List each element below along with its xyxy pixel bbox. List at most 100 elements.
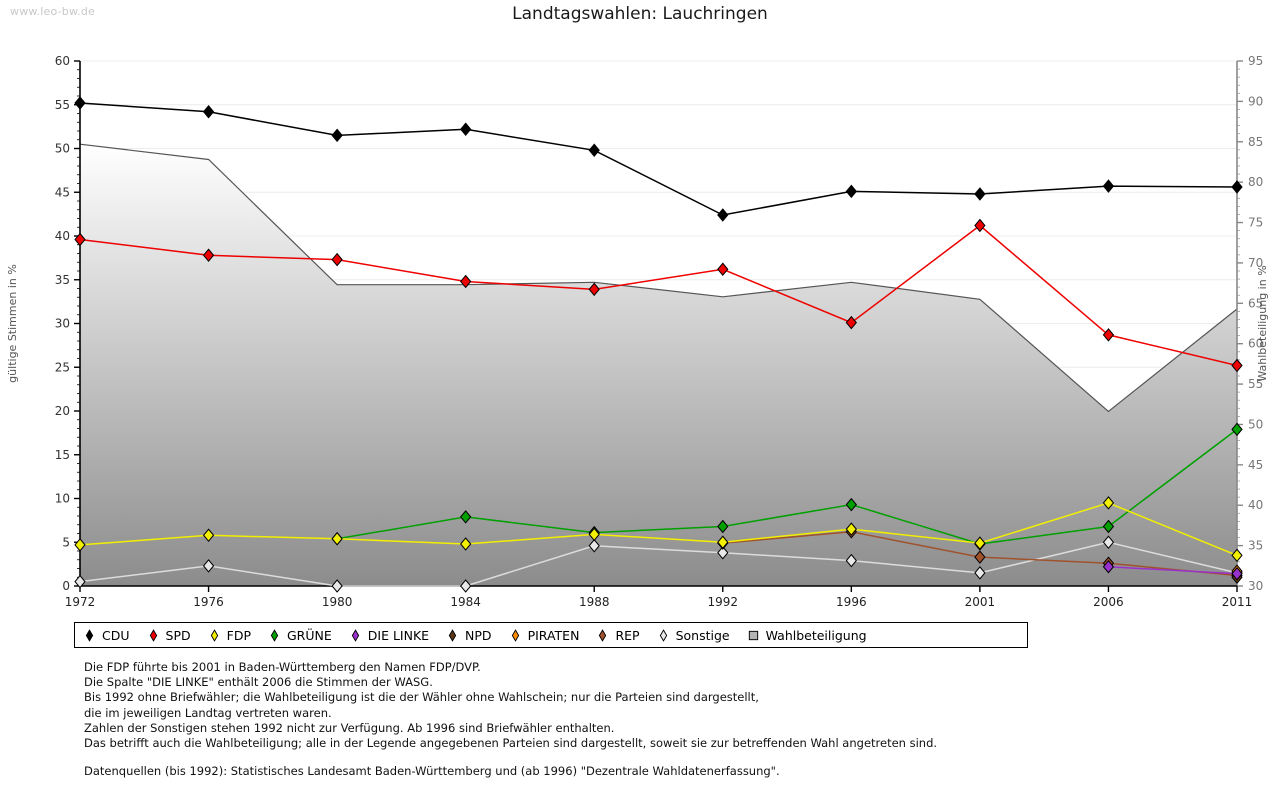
legend-diamond-icon (448, 628, 457, 642)
data-point (588, 143, 600, 158)
y2-axis-tick-label: 40 (1248, 498, 1263, 512)
y2-axis-title: Wahlbeteiligung in % (1256, 265, 1269, 381)
legend-item-grüne[interactable]: GRÜNE (268, 628, 332, 643)
series-cdu (74, 96, 1243, 222)
y2-axis-tick-label: 80 (1248, 175, 1263, 189)
legend-label: GRÜNE (286, 627, 332, 643)
data-point (331, 579, 343, 593)
data-point (202, 559, 215, 573)
legend-item-die-linke[interactable]: DIE LINKE (349, 628, 429, 643)
data-point (717, 545, 729, 560)
data-series (74, 96, 1243, 593)
data-point (202, 248, 215, 263)
y2-axis-tick-label: 95 (1248, 54, 1263, 68)
legend-label: FDP (226, 627, 251, 643)
y2-axis-tick-label: 30 (1248, 579, 1263, 593)
footnote-line: Das betrifft auch die Wahlbeteiligung; a… (84, 736, 938, 751)
legend-diamond-icon (599, 628, 607, 642)
legend-diamond-icon (511, 628, 519, 642)
data-point (974, 218, 986, 233)
data-point (845, 497, 857, 512)
data-point (717, 535, 729, 550)
data-point (974, 536, 986, 550)
data-point (460, 537, 472, 551)
data-point (1231, 180, 1243, 194)
source-note: Datenquellen (bis 1992): Statistisches L… (84, 764, 780, 779)
legend-item-piraten[interactable]: PIRATEN (509, 627, 580, 643)
y2-axis-tick-label: 35 (1248, 539, 1263, 553)
wahlbeteiligung-area (79, 143, 1238, 586)
y-axis-tick-label: 40 (55, 229, 70, 243)
y-axis-tick-label: 5 (62, 535, 70, 549)
legend-diamond-icon (210, 628, 218, 642)
legend-item-wahlbeteiligung[interactable]: Wahlbeteiligung (747, 628, 867, 643)
legend-label: CDU (102, 627, 130, 643)
y-axis-tick-label: 15 (55, 448, 70, 462)
footnote-line: Zahlen der Sonstigen stehen 1992 nicht z… (84, 720, 615, 735)
legend-item-sonstige[interactable]: Sonstige (657, 628, 730, 643)
y2-axis-tick-label: 70 (1248, 256, 1263, 270)
data-point (1102, 496, 1115, 510)
y2-axis-tick-label: 85 (1248, 135, 1263, 149)
data-point (588, 527, 600, 542)
legend-diamond-icon (659, 628, 667, 642)
data-point (974, 187, 986, 201)
footnote-spacer (84, 751, 1084, 764)
watermark: www.leo-bw.de (10, 5, 96, 18)
axis-labels: 0 5 10 15 20 25 30 35 40 45 50 55 60 30 35 40 45 50 55 60 65… (6, 54, 1269, 609)
legend-item-fdp[interactable]: FDP (208, 628, 251, 643)
y2-axis-tick-label: 75 (1248, 216, 1263, 230)
legend-diamond-icon (85, 628, 94, 642)
data-point (588, 538, 600, 553)
y-axis-tick-label: 50 (55, 142, 70, 156)
legend-label: Sonstige (675, 627, 730, 643)
legend-square-icon (748, 630, 758, 640)
legend-item-cdu[interactable]: CDU (83, 628, 130, 643)
data-point (588, 282, 600, 297)
legend-label: NPD (465, 627, 492, 643)
legend-label: PIRATEN (527, 627, 580, 643)
y-axis-tick-label: 10 (55, 492, 70, 506)
y-axis-tick-label: 20 (55, 404, 70, 418)
x-axis-tick-label: 2011 (1222, 595, 1253, 609)
data-point (331, 252, 343, 267)
legend-item-spd[interactable]: SPD (147, 628, 191, 643)
footnote-line: die im jeweiligen Landtag vertreten ware… (84, 705, 332, 720)
legend-item-npd[interactable]: NPD (446, 628, 492, 643)
y-axis-tick-label: 45 (55, 185, 70, 199)
page-title: Landtagswahlen: Lauchringen (512, 4, 768, 24)
data-point (331, 128, 343, 143)
y2-axis-tick-label: 45 (1248, 458, 1263, 472)
y-axis-tick-label: 35 (55, 273, 70, 287)
data-point (202, 104, 215, 119)
data-point (1102, 519, 1115, 534)
data-point (74, 574, 86, 589)
footnote-line: Die Spalte "DIE LINKE" enthält 2006 die … (84, 675, 433, 690)
data-point (460, 274, 472, 289)
data-point (1231, 548, 1243, 563)
legend-label: Wahlbeteiligung (765, 627, 867, 643)
series-die-linke (1102, 559, 1243, 581)
data-point (202, 528, 215, 543)
data-point (717, 262, 729, 277)
data-point (1102, 179, 1115, 193)
data-point (845, 522, 857, 536)
x-axis-tick-label: 1984 (450, 595, 481, 609)
series-sonstige (74, 535, 1243, 593)
legend-label: REP (615, 627, 640, 643)
legend-diamond-icon (149, 628, 157, 642)
data-point (1102, 559, 1115, 574)
data-point (845, 553, 857, 568)
legend-item-rep[interactable]: REP (596, 627, 640, 643)
y-axis-tick-label: 30 (55, 317, 70, 331)
data-point (74, 538, 86, 552)
data-point (1231, 566, 1243, 581)
x-axis-tick-label: 1988 (579, 595, 610, 609)
data-point (460, 510, 472, 524)
legend-diamond-icon (270, 628, 279, 642)
legend-label: SPD (165, 627, 191, 643)
y2-axis-tick-label: 55 (1248, 377, 1263, 391)
y-axis-tick-label: 25 (55, 360, 70, 374)
footnote-line: Bis 1992 ohne Briefwähler; die Wahlbetei… (84, 690, 759, 705)
